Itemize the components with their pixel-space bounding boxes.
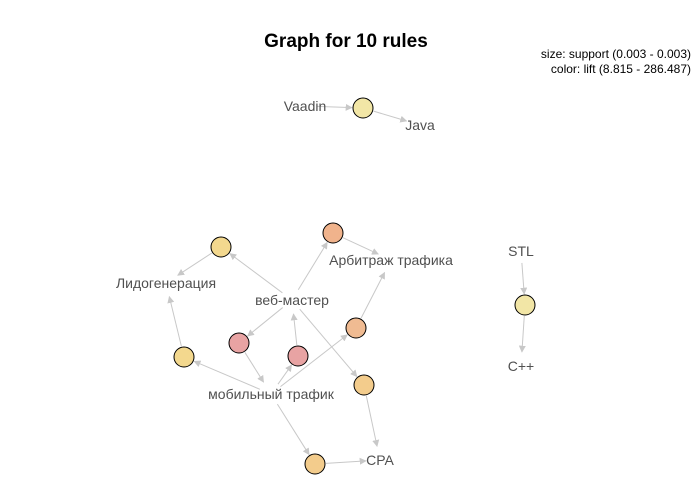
rule-nodes <box>173 97 536 475</box>
edge-r7-to-vebmaster <box>290 313 298 346</box>
edge-vebmaster-to-r6 <box>246 307 283 337</box>
item-label-vebmaster: веб-мастер <box>255 292 329 308</box>
rule-node-r9 <box>304 453 326 475</box>
rule-node-r4 <box>173 346 195 368</box>
rule-node-r10 <box>514 294 536 316</box>
edge-vebmaster-to-r3 <box>297 241 328 291</box>
rule-node-r5 <box>345 317 367 339</box>
edge-r9-to-cpa <box>325 457 367 465</box>
edge-mobilnyi-to-r4 <box>193 360 261 390</box>
edge-r3-to-arbitrazh <box>342 237 379 255</box>
edge-r6-to-mobilnyi <box>244 352 264 383</box>
rule-node-r3 <box>322 222 344 244</box>
edge-mobilnyi-to-r9 <box>276 403 310 456</box>
item-label-mobilnyi: мобильный трафик <box>208 386 335 402</box>
rule-node-r8 <box>353 374 375 396</box>
edge-r2-to-lidogeneratsiya <box>177 252 213 276</box>
edge-r1-to-java <box>373 110 408 123</box>
edge-r5-to-arbitrazh <box>360 271 386 319</box>
edge-vebmaster-to-r8 <box>299 308 358 378</box>
edge-mobilnyi-to-r5 <box>280 334 348 388</box>
edges <box>167 103 528 465</box>
item-label-java: Java <box>405 117 435 133</box>
rule-node-r7 <box>287 345 309 367</box>
rule-node-r2 <box>210 236 232 258</box>
item-label-lidogeneratsiya: Лидогенерация <box>116 275 216 291</box>
item-labels: Vaadin Java Лидогенерация Арбитраж трафи… <box>116 98 534 468</box>
edge-r4-to-lidogeneratsiya <box>167 295 182 347</box>
edge-stl-to-r10 <box>520 262 528 295</box>
edge-r8-to-cpa <box>365 395 380 447</box>
legend-size: size: support (0.003 - 0.003) <box>541 47 691 61</box>
item-label-arbitrazh: Арбитраж трафика <box>329 252 453 268</box>
edge-vebmaster-to-r2 <box>229 253 283 294</box>
rule-node-r1 <box>352 97 374 119</box>
rule-node-r6 <box>228 332 250 354</box>
item-label-stl: STL <box>508 243 534 259</box>
edge-vaadin-to-r1 <box>316 103 353 111</box>
edge-mobilnyi-to-r7 <box>277 364 293 385</box>
graph-title: Graph for 10 rules <box>264 31 428 52</box>
item-label-vaadin: Vaadin <box>284 98 327 114</box>
edge-r10-to-cpp <box>518 315 526 353</box>
item-label-cpa: CPA <box>366 452 394 468</box>
legend-color: color: lift (8.815 - 286.487) <box>551 62 691 76</box>
item-label-cpp: C++ <box>508 358 534 374</box>
